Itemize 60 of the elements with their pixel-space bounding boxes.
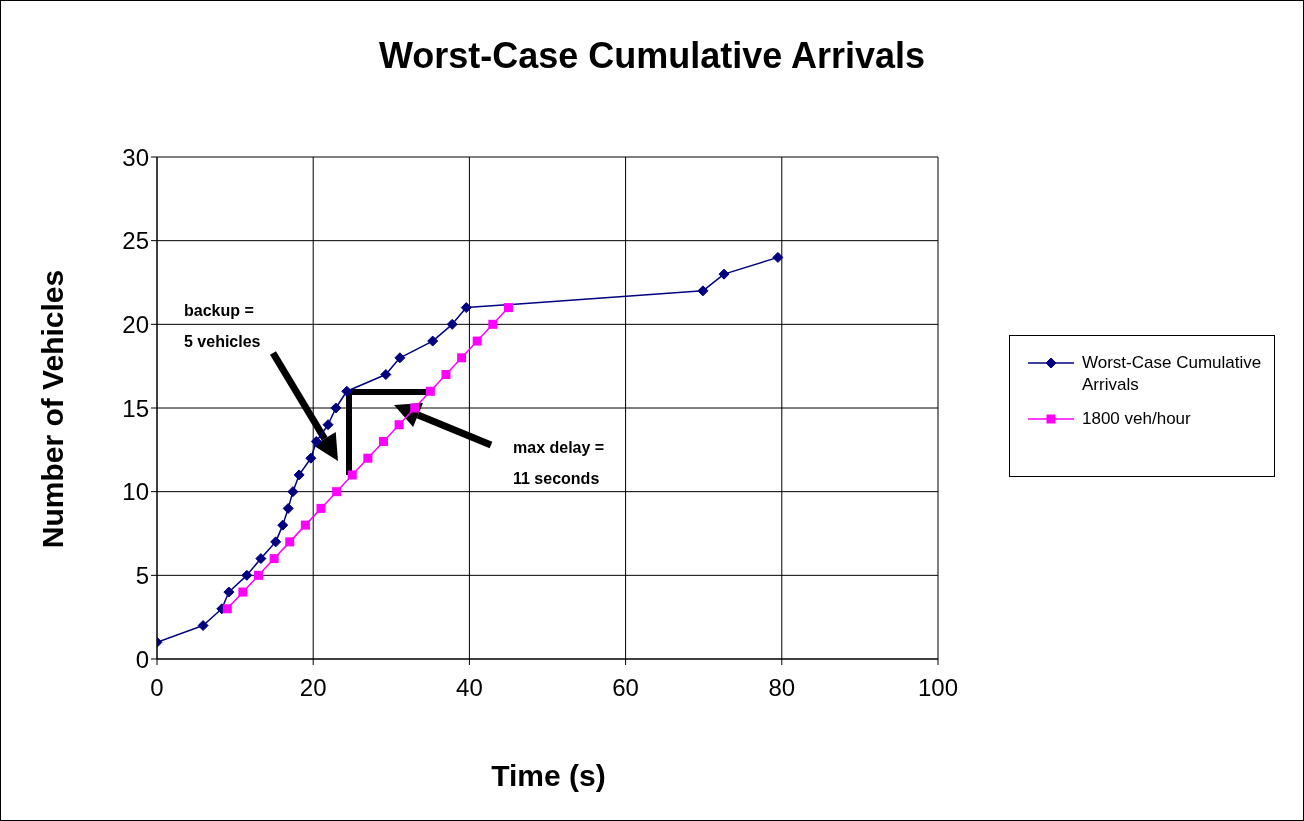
point [441,370,451,380]
point [330,402,342,414]
point [241,569,253,581]
y-tick-label: 10 [122,478,149,506]
point [254,570,264,580]
point [341,385,353,397]
point [332,487,342,497]
chart-title: Worst-Case Cumulative Arrivals [377,35,927,77]
point [427,335,439,347]
annotation: max delay = 11 seconds [513,439,605,487]
point [285,537,295,547]
point [718,268,730,280]
x-tick-label: 80 [768,674,796,702]
point [457,353,467,363]
annotation: backup = 5 vehicles [184,302,261,350]
point [293,469,305,481]
point [277,519,289,531]
y-axis-title: Number of Vehicles [36,269,70,549]
point [305,452,317,464]
point [282,502,294,514]
point [347,470,357,480]
legend-label: Worst-Case Cumulative Arrivals [1082,352,1262,396]
point [270,536,282,548]
point [363,453,373,463]
point [269,554,279,564]
point [378,436,388,446]
x-tick-label: 100 [917,674,959,702]
point [255,553,267,565]
point [394,352,406,364]
point [222,604,232,614]
point [316,503,326,513]
point [197,620,209,632]
point [394,420,404,430]
y-tick-label: 25 [122,227,149,255]
point [410,403,420,413]
y-tick-label: 30 [122,143,149,171]
point [287,486,299,498]
point [238,587,248,597]
legend-label: 1800 veh/hour [1082,408,1192,430]
point [300,520,310,530]
point [472,336,482,346]
point [310,435,322,447]
y-tick-label: 20 [122,310,149,338]
y-tick-label: 5 [135,561,149,589]
point [223,586,235,598]
point [488,319,498,329]
point [322,419,334,431]
x-tick-label: 60 [612,674,639,702]
point [697,285,709,297]
point [460,302,472,314]
y-tick-label: 0 [135,645,149,673]
point [380,369,392,381]
y-tick-label: 15 [122,394,149,422]
point [446,318,458,330]
point [772,251,784,263]
x-axis-title: Time (s) [490,759,607,793]
point [503,303,513,313]
x-tick-label: 40 [456,674,483,702]
point [425,386,435,396]
x-tick-label: 20 [299,674,327,702]
